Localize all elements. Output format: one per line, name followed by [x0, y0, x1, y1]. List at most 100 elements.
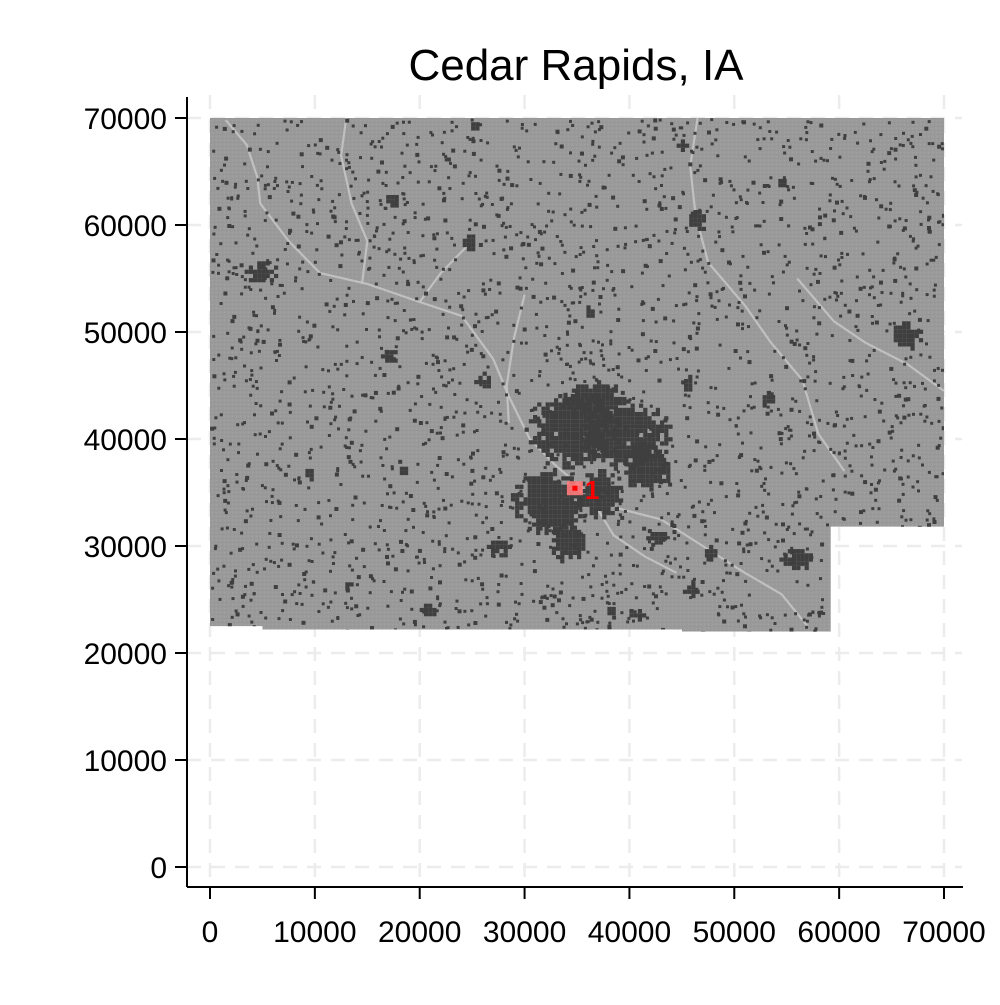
development-speck: [647, 244, 652, 249]
developed-cell: [495, 544, 500, 549]
development-speck: [747, 593, 751, 597]
developed-cell: [545, 410, 550, 415]
development-speck: [795, 580, 799, 584]
development-speck: [263, 183, 267, 187]
development-speck: [380, 145, 383, 149]
development-speck: [627, 346, 631, 349]
development-speck: [689, 596, 693, 600]
development-speck: [533, 225, 536, 229]
development-speck: [881, 557, 885, 561]
development-speck: [247, 147, 252, 152]
development-speck: [407, 256, 411, 260]
development-speck: [555, 611, 559, 615]
development-speck: [412, 261, 416, 265]
development-speck: [642, 494, 646, 498]
development-speck: [919, 210, 923, 214]
development-speck: [307, 486, 311, 490]
development-speck: [737, 456, 741, 459]
development-speck: [645, 265, 649, 269]
development-speck: [378, 199, 382, 203]
development-speck: [500, 224, 504, 228]
development-speck: [769, 374, 774, 379]
developed-cell: [541, 448, 546, 453]
development-speck: [557, 598, 561, 603]
development-speck: [464, 578, 468, 582]
development-speck: [536, 202, 540, 206]
development-speck: [359, 460, 363, 464]
development-speck: [222, 487, 226, 491]
development-speck: [339, 240, 343, 245]
development-speck: [697, 312, 701, 316]
developed-cell: [562, 461, 567, 466]
developed-cell: [540, 501, 545, 506]
development-speck: [499, 470, 503, 474]
development-speck: [904, 386, 908, 390]
developed-cell: [597, 424, 602, 429]
developed-cell: [568, 542, 573, 547]
developed-cell: [533, 436, 538, 441]
development-speck: [603, 419, 607, 423]
developed-cell: [544, 526, 549, 531]
development-speck: [808, 434, 811, 438]
development-speck: [624, 242, 628, 246]
developed-cell: [592, 433, 597, 438]
development-speck: [612, 602, 616, 606]
development-speck: [587, 179, 591, 183]
development-speck: [595, 254, 599, 258]
developed-cell: [552, 488, 558, 494]
development-speck: [497, 178, 501, 182]
development-speck: [763, 488, 767, 492]
development-speck: [241, 547, 245, 551]
development-speck: [355, 556, 358, 560]
development-speck: [630, 348, 634, 352]
development-speck: [759, 446, 763, 450]
development-speck: [412, 259, 416, 263]
developed-cell: [618, 412, 623, 417]
developed-cell: [586, 305, 591, 310]
development-speck: [595, 239, 598, 243]
development-speck: [277, 617, 281, 621]
developed-cell: [515, 497, 520, 502]
developed-cell: [540, 497, 545, 502]
development-speck: [813, 379, 817, 383]
developed-cell: [531, 514, 537, 519]
development-speck: [689, 337, 693, 341]
development-speck: [358, 212, 362, 215]
development-speck: [890, 585, 894, 589]
developed-cell: [570, 431, 575, 436]
development-speck: [769, 176, 773, 180]
development-speck: [617, 476, 622, 481]
development-speck: [456, 458, 460, 462]
development-speck: [485, 602, 489, 606]
developed-cell: [568, 550, 573, 555]
developed-cell: [560, 550, 565, 555]
development-speck: [470, 553, 474, 557]
development-speck: [819, 495, 823, 498]
development-speck: [903, 362, 907, 366]
development-speck: [566, 320, 571, 325]
developed-cell: [613, 462, 618, 467]
development-speck: [647, 529, 652, 534]
development-speck: [484, 466, 488, 470]
development-speck: [650, 306, 655, 311]
development-speck: [448, 368, 452, 372]
development-speck: [545, 325, 549, 329]
development-speck: [265, 211, 269, 215]
development-speck: [476, 576, 480, 580]
development-speck: [412, 318, 416, 321]
developed-cell: [577, 538, 582, 543]
development-speck: [868, 180, 871, 184]
development-speck: [868, 178, 872, 181]
development-speck: [451, 547, 455, 551]
developed-cell: [618, 416, 623, 421]
developed-cell: [585, 498, 590, 503]
developed-cell: [610, 494, 615, 499]
developed-cell: [645, 449, 650, 454]
developed-cell: [632, 462, 637, 467]
developed-cell: [386, 199, 391, 204]
developed-cell: [618, 458, 623, 463]
development-speck: [287, 185, 291, 189]
development-speck: [912, 237, 916, 241]
development-speck: [654, 594, 658, 599]
developed-cell: [634, 433, 639, 438]
